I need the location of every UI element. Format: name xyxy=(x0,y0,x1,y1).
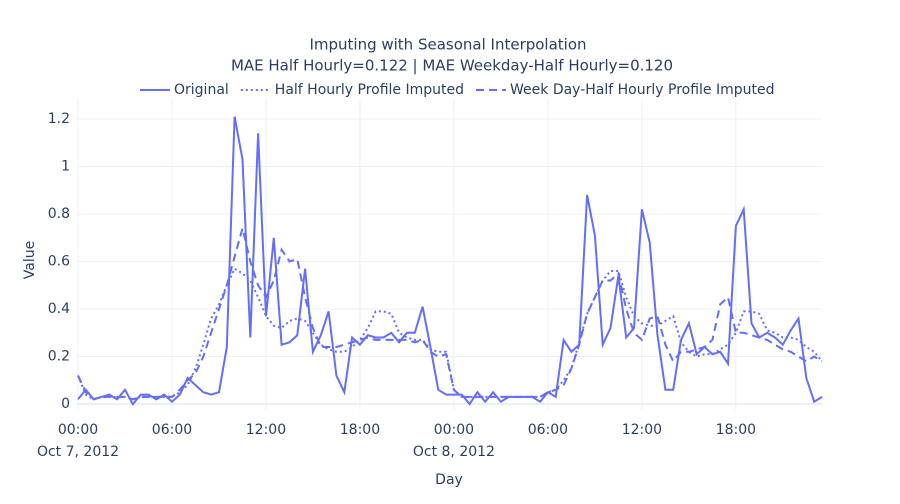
y-tick-label: 1.2 xyxy=(48,111,70,127)
legend-label: Week Day-Half Hourly Profile Imputed xyxy=(510,82,774,98)
x-tick-label: 12:00 xyxy=(622,422,662,438)
x-tick-label: 06:00 xyxy=(528,422,568,438)
y-tick-label: 0 xyxy=(61,396,70,412)
x-tick-date: Oct 8, 2012 xyxy=(413,444,495,460)
x-axis-title: Day xyxy=(435,472,463,488)
x-tick-label: 18:00 xyxy=(340,422,380,438)
x-tick-label: 06:00 xyxy=(152,422,192,438)
series-line xyxy=(77,228,823,401)
y-tick-label: 0.6 xyxy=(48,254,70,270)
legend: Original Half Hourly Profile Imputed Week … xyxy=(140,82,775,98)
x-tick-label: 12:00 xyxy=(246,422,286,438)
y-tick-label: 0.4 xyxy=(48,301,70,317)
x-tick-date: Oct 7, 2012 xyxy=(37,444,119,460)
x-tick-label: 00:00 xyxy=(58,422,98,438)
chart-subtitle: MAE Half Hourly=0.122 | MAE Weekday-Half… xyxy=(231,57,673,75)
series-line xyxy=(77,116,823,406)
y-tick-label: 0.8 xyxy=(48,206,70,222)
legend-label: Original xyxy=(174,82,229,98)
y-tick-label: 1 xyxy=(61,159,70,175)
x-tick-label: 18:00 xyxy=(716,422,756,438)
x-tick-label: 00:00 xyxy=(434,422,474,438)
legend-label: Half Hourly Profile Imputed xyxy=(275,82,464,98)
y-tick-label: 0.2 xyxy=(48,349,70,365)
y-axis-title: Value xyxy=(22,241,38,279)
chart-title: Imputing with Seasonal Interpolation xyxy=(309,36,586,54)
series-line xyxy=(77,267,823,401)
